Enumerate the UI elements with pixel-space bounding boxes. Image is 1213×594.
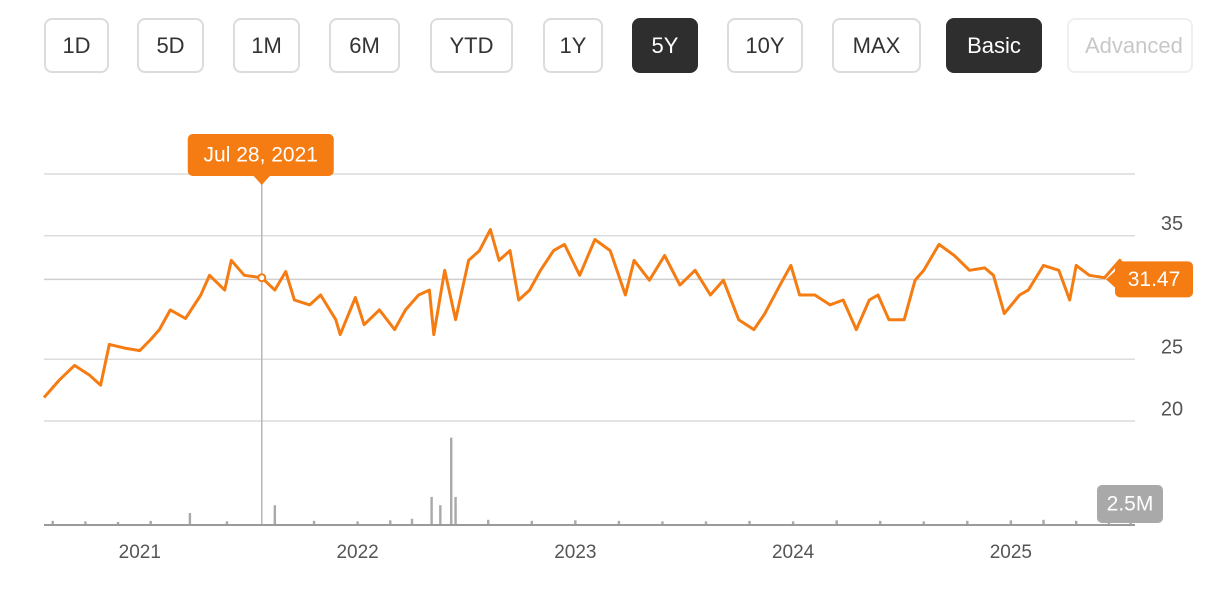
volume-bar [188, 513, 192, 525]
volume-bar [312, 520, 316, 525]
x-tick-label: 2021 [119, 542, 161, 563]
x-tick-label: 2024 [772, 542, 815, 563]
volume-bar [430, 496, 433, 525]
range-button[interactable]: MAX [832, 18, 921, 73]
volume-bar [51, 520, 54, 525]
last-value-label: 31.47 [1128, 268, 1181, 291]
range-button[interactable]: 5Y [632, 18, 698, 73]
range-button[interactable]: 5D [137, 18, 204, 73]
volume-bar [1042, 519, 1045, 525]
tooltip-pointer [252, 175, 271, 185]
volume-bar [966, 520, 969, 525]
range-button[interactable]: 1D [44, 18, 109, 73]
volume-bar [791, 521, 795, 525]
volume-bar [389, 520, 392, 525]
cursor-point [257, 273, 267, 283]
volume-bar [922, 521, 925, 525]
range-button[interactable]: Advanced [1067, 18, 1193, 73]
tooltip-box [187, 134, 334, 176]
last-value-badge: 31.47 [1106, 261, 1193, 298]
volume-bar [574, 520, 577, 525]
tooltip-label: Jul 28, 2021 [204, 144, 318, 167]
volume-bar [116, 521, 120, 525]
y-tick-label: 35 [1161, 213, 1183, 235]
range-button[interactable]: YTD [430, 18, 513, 73]
volume-bar [879, 520, 882, 525]
volume-bar [704, 521, 708, 525]
range-button[interactable]: Basic [946, 18, 1042, 73]
volume-bar [225, 521, 229, 525]
price-line [42, 228, 1137, 399]
volume-bar [748, 520, 751, 525]
range-button[interactable]: 6M [329, 18, 400, 73]
range-button[interactable]: 10Y [727, 18, 803, 73]
volume-badge: 2.5M [1097, 485, 1163, 523]
volume-bar [1075, 520, 1078, 525]
volume-bar [410, 518, 414, 525]
volume-bar [661, 521, 664, 525]
volume-bar [149, 520, 152, 525]
volume-bar [1009, 520, 1013, 525]
volume-bar [454, 496, 457, 525]
volume-badge-label: 2.5M [1107, 493, 1154, 516]
badge-box [1115, 261, 1193, 298]
volume-bar [835, 520, 838, 525]
volume-bar [450, 437, 453, 525]
volume-bar [617, 520, 621, 525]
x-tick-label: 2023 [554, 542, 596, 563]
volume-bar [84, 521, 87, 525]
cursor-tooltip: Jul 28, 2021 [187, 134, 334, 185]
x-tick-label: 2025 [990, 542, 1032, 563]
range-button[interactable]: 1M [233, 18, 300, 73]
volume-badge-box [1097, 485, 1163, 523]
volume-bar [530, 520, 533, 525]
volume-bar [273, 505, 277, 525]
volume-bar [356, 521, 359, 525]
x-tick-label: 2022 [336, 542, 378, 563]
y-tick-label: 25 [1161, 337, 1183, 359]
range-button[interactable]: 1Y [543, 18, 603, 73]
volume-bar [487, 519, 490, 525]
badge-pointer [1106, 270, 1116, 289]
volume-bar [439, 505, 442, 525]
y-tick-label: 20 [1161, 398, 1183, 420]
